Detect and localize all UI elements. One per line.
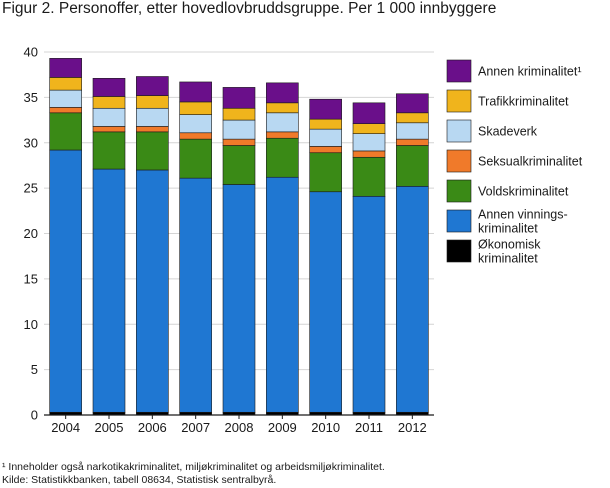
bar-segment-2008-s3 xyxy=(222,138,256,146)
bar-segment-2009-s1 xyxy=(266,176,299,413)
bar-segment-2005-s4 xyxy=(92,107,126,127)
y-tick-label: 20 xyxy=(24,226,38,241)
bar-segment-2004-s6 xyxy=(49,58,82,78)
x-tick-label-2011: 2011 xyxy=(355,420,383,435)
bar-segment-2010-s2 xyxy=(309,152,342,193)
x-tick-label-2009: 2009 xyxy=(268,420,297,435)
y-tick-label: 10 xyxy=(24,317,38,332)
bar-segment-2008-s2 xyxy=(222,145,256,185)
x-tick-label-2008: 2008 xyxy=(225,420,254,435)
bar-segment-2009-s3 xyxy=(266,131,299,139)
bar-segment-2011-s1 xyxy=(352,195,386,413)
legend-swatch-0 xyxy=(446,59,472,83)
bar-segment-2005-s5 xyxy=(92,96,126,109)
legend-label-0: Annen kriminalitet¹ xyxy=(478,65,582,79)
bar-segment-2011-s6 xyxy=(352,102,386,124)
bar-segment-2004-s1 xyxy=(49,149,82,413)
bar-segment-2007-s1 xyxy=(179,177,212,413)
bar-segment-2011-s3 xyxy=(352,150,386,158)
bar-segment-2012-s6 xyxy=(396,93,429,114)
bar-segment-2012-s3 xyxy=(396,138,429,146)
bar-segment-2007-s5 xyxy=(179,101,212,115)
bar-segment-2009-s2 xyxy=(266,137,299,178)
bar-segment-2004-s3 xyxy=(49,107,82,114)
legend-label-6: kriminalitet xyxy=(478,252,538,266)
x-tick-label-2010: 2010 xyxy=(311,420,340,435)
legend-swatch-2 xyxy=(446,119,472,143)
y-tick-label: 15 xyxy=(24,271,38,286)
legend-label-6: Økonomisk xyxy=(478,238,541,252)
bar-segment-2006-s1 xyxy=(136,169,169,413)
bar-segment-2008-s6 xyxy=(222,87,256,109)
bar-segment-2007-s3 xyxy=(179,132,212,140)
y-tick-label: 35 xyxy=(24,90,38,105)
bar-segment-2006-s6 xyxy=(136,76,169,96)
bar-segment-2006-s4 xyxy=(136,107,169,127)
x-tick-label-2007: 2007 xyxy=(181,420,210,435)
y-tick-label: 0 xyxy=(31,408,38,423)
x-tick-label-2004: 2004 xyxy=(51,420,80,435)
bar-segment-2010-s5 xyxy=(309,118,342,130)
legend-label-4: Voldskriminalitet xyxy=(478,185,569,199)
bar-segment-2012-s4 xyxy=(396,122,429,140)
y-tick-label: 5 xyxy=(31,362,38,377)
bar-segment-2007-s6 xyxy=(179,81,212,103)
legend-label-2: Skadeverk xyxy=(478,125,538,139)
legend-swatch-4 xyxy=(446,179,472,203)
bar-segment-2012-s1 xyxy=(396,186,429,413)
bar-segment-2008-s5 xyxy=(222,107,256,121)
bar-segment-2006-s2 xyxy=(136,131,169,171)
footnote-1: ¹ Inneholder også narkotikakriminalitet,… xyxy=(2,461,385,473)
bar-segment-2011-s5 xyxy=(352,123,386,134)
bar-segment-2009-s4 xyxy=(266,112,299,133)
y-tick-label: 25 xyxy=(24,181,38,196)
bar-segment-2010-s6 xyxy=(309,98,342,120)
bar-segment-2005-s2 xyxy=(92,131,126,170)
legend-label-5: kriminalitet xyxy=(478,222,538,236)
bar-segment-2006-s3 xyxy=(136,126,169,133)
bar-segment-2007-s4 xyxy=(179,114,212,134)
bar-segment-2008-s4 xyxy=(222,119,256,140)
bar-segment-2008-s1 xyxy=(222,184,256,413)
bar-segment-2012-s2 xyxy=(396,145,429,187)
bar-segment-2007-s2 xyxy=(179,138,212,179)
bar-segment-2005-s6 xyxy=(92,78,126,97)
bar-segment-2011-s2 xyxy=(352,156,386,197)
bars xyxy=(49,58,429,416)
bar-segment-2010-s4 xyxy=(309,128,342,147)
bar-segment-2011-s4 xyxy=(352,133,386,152)
legend-swatch-3 xyxy=(446,149,472,173)
axes: 0 5 10 15 20 25 30 35 40 2004 2005 2006 2007 2008 2009… xyxy=(24,45,434,435)
bar-segment-2010-s1 xyxy=(309,191,342,413)
bar-segment-2010-s3 xyxy=(309,146,342,154)
bar-segment-2009-s6 xyxy=(266,82,299,104)
bar-segment-2005-s1 xyxy=(92,168,126,413)
legend-label-1: Trafikkriminalitet xyxy=(478,95,569,109)
x-tick-label-2005: 2005 xyxy=(95,420,124,435)
legend: Annen kriminalitet¹ Trafikkriminalitet Ska… xyxy=(446,59,583,266)
y-tick-label: 40 xyxy=(24,45,38,60)
bar-segment-2005-s3 xyxy=(92,126,126,133)
bar-segment-2004-s4 xyxy=(49,89,82,108)
legend-label-5: Annen vinnings- xyxy=(478,208,568,222)
legend-swatch-5 xyxy=(446,209,472,233)
bar-segment-2004-s2 xyxy=(49,112,82,151)
bar-segment-2012-s5 xyxy=(396,112,429,124)
legend-label-3: Seksualkriminalitet xyxy=(478,155,583,169)
bar-segment-2009-s5 xyxy=(266,102,299,114)
bar-segment-2004-s5 xyxy=(49,77,82,91)
legend-swatch-1 xyxy=(446,89,472,113)
chart-title: Figur 2. Personoffer, etter hovedlovbrud… xyxy=(2,0,497,17)
source-note: Kilde: Statistikkbanken, tabell 08634, S… xyxy=(2,474,277,486)
y-tick-label: 30 xyxy=(24,135,38,150)
x-tick-label-2006: 2006 xyxy=(138,420,167,435)
legend-swatch-6 xyxy=(446,239,472,263)
bar-segment-2006-s5 xyxy=(136,95,169,109)
x-tick-label-2012: 2012 xyxy=(398,420,427,435)
